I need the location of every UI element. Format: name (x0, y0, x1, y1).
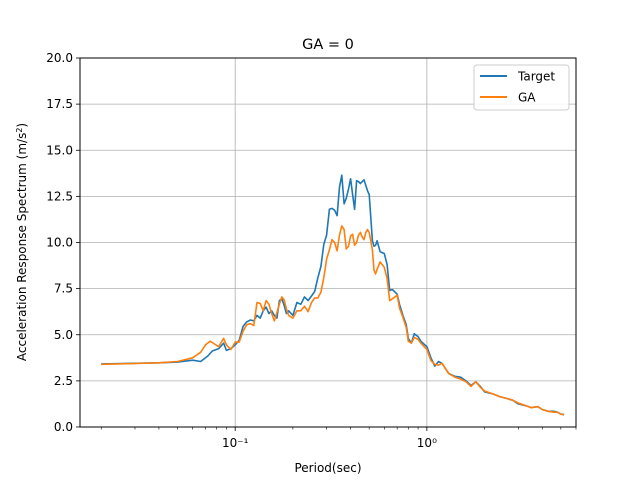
y-tick-label: 2.5 (54, 374, 73, 388)
y-tick-label: 15.0 (46, 143, 73, 157)
x-axis-label: Period(sec) (294, 461, 361, 475)
axis-ticks: 0.0 2.5 5.0 7.5 10.0 12.5 15.0 17.5 20.0 10⁻¹ 10⁰ (46, 51, 577, 450)
x-tick-label: 10⁻¹ (222, 436, 249, 450)
legend-label: GA (518, 91, 536, 105)
series-lines (101, 174, 565, 416)
y-tick-label: 5.0 (54, 328, 73, 342)
legend-label: Target (517, 70, 555, 84)
y-tick-label: 10.0 (46, 236, 73, 250)
y-tick-label: 7.5 (54, 282, 73, 296)
y-tick-label: 0.0 (54, 420, 73, 434)
legend: Target GA (473, 64, 570, 111)
series-line-ga (101, 225, 565, 416)
chart-title: GA = 0 (302, 37, 354, 53)
y-tick-label: 20.0 (46, 51, 73, 65)
y-tick-label: 17.5 (46, 97, 73, 111)
y-axis-label: Acceleration Response Spectrum (m/s2) (15, 123, 30, 361)
y-tick-label: 12.5 (46, 189, 73, 203)
x-tick-label: 10⁰ (417, 436, 437, 450)
